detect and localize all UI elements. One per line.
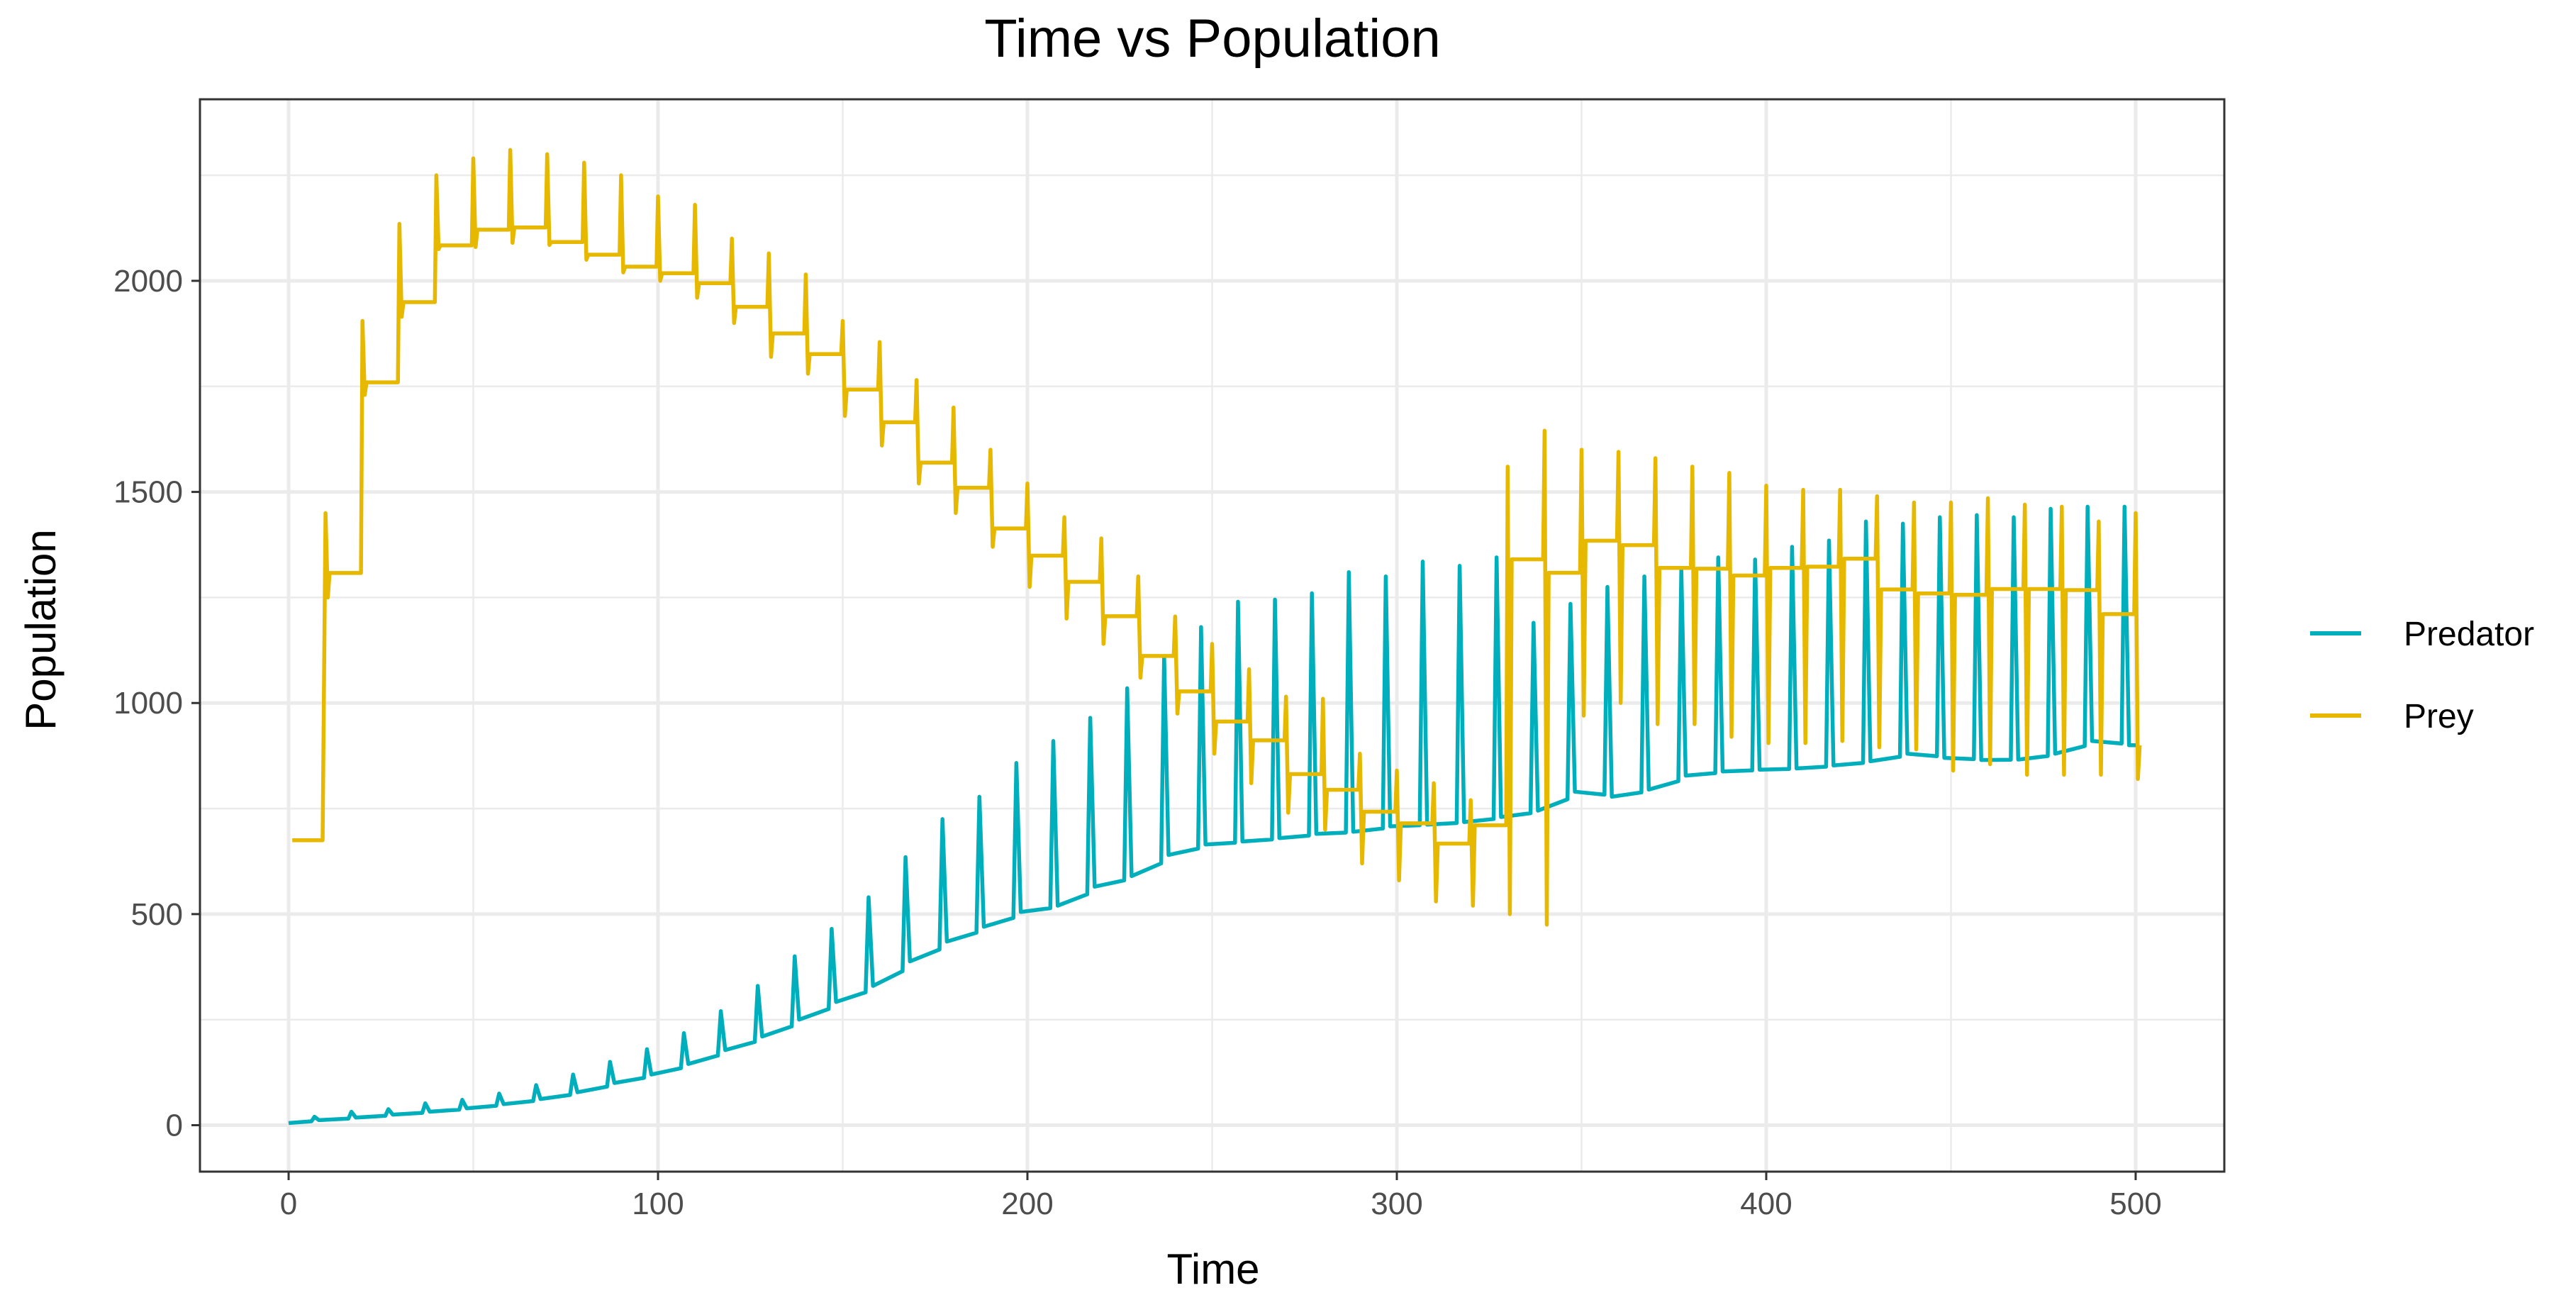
x-tick-label: 500 bbox=[2109, 1187, 2161, 1221]
y-tick-label: 1500 bbox=[113, 475, 183, 510]
x-tick-label: 100 bbox=[632, 1187, 684, 1221]
y-axis-title: Population bbox=[17, 529, 65, 730]
plot-border bbox=[199, 98, 2226, 1173]
y-tick-label: 2000 bbox=[113, 264, 183, 299]
series-line-prey bbox=[292, 148, 2142, 927]
plot-area: 0 100 200 300 400 500 0 500 1000 1500 2000 bbox=[113, 98, 2226, 1221]
x-tick-label: 0 bbox=[280, 1187, 297, 1221]
x-tick-label: 400 bbox=[1740, 1187, 1792, 1221]
legend-label-predator: Predator bbox=[2404, 616, 2534, 653]
y-tick-label: 0 bbox=[166, 1109, 183, 1143]
x-tick-label: 300 bbox=[1371, 1187, 1422, 1221]
series-line-predator bbox=[288, 504, 2136, 1126]
chart-title: Time vs Population bbox=[984, 9, 1440, 69]
y-tick-label: 500 bbox=[131, 897, 183, 932]
y-tick-label: 1000 bbox=[113, 686, 183, 721]
legend-label-prey: Prey bbox=[2404, 698, 2474, 735]
legend: Predator Prey bbox=[2310, 616, 2534, 735]
x-tick-label: 200 bbox=[1001, 1187, 1053, 1221]
x-axis-title: Time bbox=[1166, 1245, 1259, 1293]
